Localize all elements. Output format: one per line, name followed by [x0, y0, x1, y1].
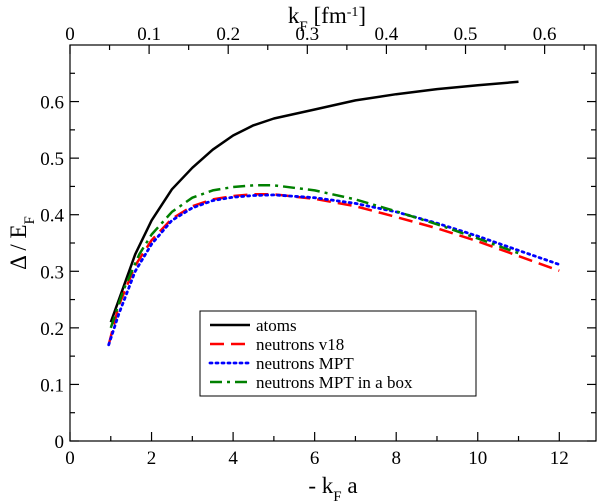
y-axis-title-main: Δ / E [6, 224, 31, 269]
top-tick-label: 0.2 [216, 24, 240, 45]
series-line-1 [107, 193, 560, 346]
top-axis-title: kF [fm-1] [288, 3, 366, 35]
series-layer [107, 80, 561, 347]
legend-label-3: neutrons MPT in a box [256, 373, 413, 392]
x-tick-label: 12 [550, 448, 569, 469]
series-line-3 [109, 184, 519, 329]
x-tick-label: 8 [391, 448, 401, 469]
y-tick-label: 0.1 [40, 375, 64, 396]
y-axis-title: Δ / EF [6, 216, 38, 270]
x-axis-title: - kF a [308, 473, 357, 504]
ticks-layer: 0 2 4 6 8 10 12 0 0.1 0.2 0.3 0.4 0.5 0.6 0 0.1 0.2 0.3 0.… [40, 24, 596, 469]
y-tick-label: 0.6 [40, 93, 64, 114]
x-tick-label: 0 [65, 448, 75, 469]
top-axis-title-main: k [288, 3, 300, 28]
y-tick-label: 0.4 [40, 206, 64, 227]
top-axis-title-suffix: [fm [308, 3, 347, 28]
series-line-0 [109, 80, 519, 323]
top-tick-label: 0.5 [454, 24, 478, 45]
legend-label-0: atoms [256, 316, 297, 335]
top-tick-label: 0.4 [375, 24, 399, 45]
top-tick-label: 0.6 [533, 24, 557, 45]
legend-label-1: neutrons v18 [256, 335, 344, 354]
legend-label-2: neutrons MPT [256, 354, 354, 373]
y-tick-label: 0.3 [40, 262, 64, 283]
x-tick-label: 4 [228, 448, 238, 469]
top-axis-title-sup: -1 [347, 5, 359, 20]
x-axis-title-sub: F [333, 489, 341, 504]
y-axis-title-sub: F [22, 216, 38, 224]
top-axis-title-end: ] [358, 3, 366, 28]
series-line-2 [107, 193, 561, 347]
x-axis-title-main: - k [308, 473, 333, 498]
top-tick-label: 0.3 [295, 24, 319, 45]
top-tick-label: 0 [65, 24, 75, 45]
x-axis-title-suffix: a [342, 473, 358, 498]
x-tick-label: 6 [310, 448, 320, 469]
top-tick-label: 0.1 [137, 24, 161, 45]
y-tick-label: 0 [55, 432, 65, 453]
y-tick-label: 0.5 [40, 149, 64, 170]
y-tick-label: 0.2 [40, 319, 64, 340]
x-tick-label: 2 [147, 448, 157, 469]
x-tick-label: 10 [468, 448, 487, 469]
top-axis-title-sub: F [299, 19, 307, 35]
